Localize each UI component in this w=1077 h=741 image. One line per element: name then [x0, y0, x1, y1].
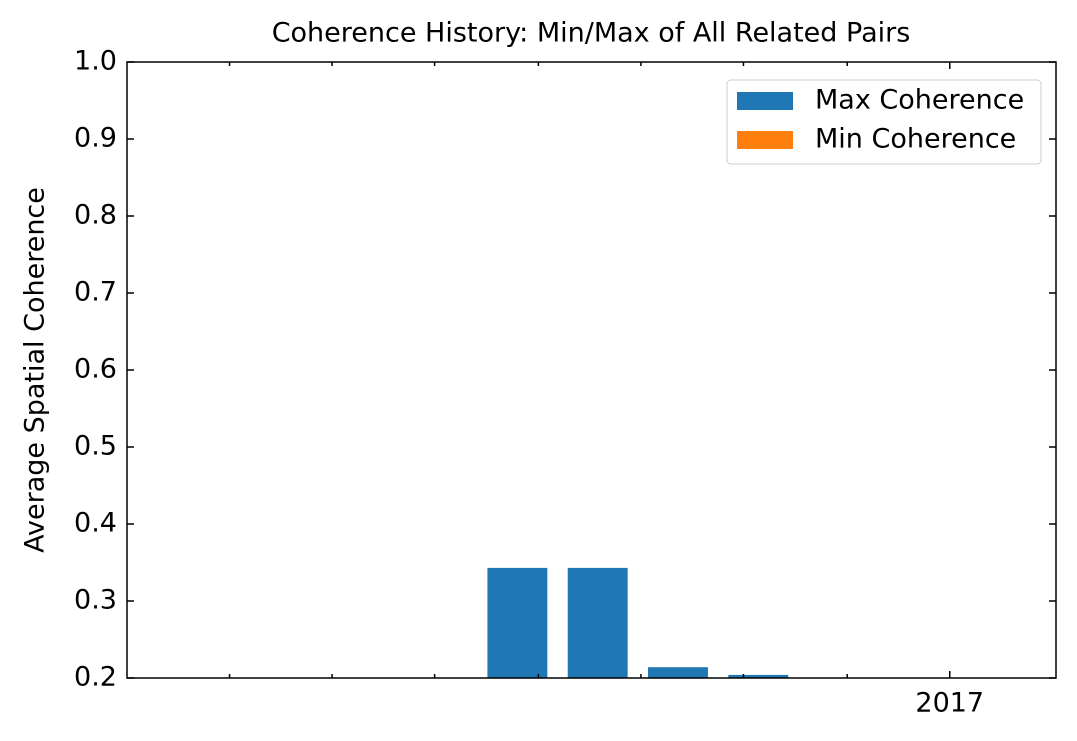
y-axis-label: Average Spatial Coherence — [20, 187, 51, 553]
legend-label: Max Coherence — [815, 85, 1024, 116]
chart-title: Coherence History: Min/Max of All Relate… — [272, 18, 911, 49]
y-tick-label: 0.4 — [74, 508, 117, 539]
y-tick-label: 0.2 — [74, 662, 117, 693]
legend-box — [726, 79, 1042, 165]
y-tick-label: 0.5 — [74, 431, 117, 462]
legend-label: Min Coherence — [815, 124, 1016, 155]
y-tick-label: 0.6 — [74, 354, 117, 385]
bar — [648, 667, 708, 678]
legend-swatch — [737, 92, 793, 110]
legend-swatch — [737, 131, 793, 149]
bar — [487, 567, 548, 678]
y-tick-label: 0.8 — [74, 200, 117, 231]
bar — [567, 567, 628, 678]
y-tick-label: 0.9 — [74, 123, 117, 154]
x-tick-label: 2017 — [915, 688, 984, 719]
y-tick-label: 0.7 — [74, 277, 117, 308]
bar — [728, 674, 789, 678]
plot-frame — [126, 61, 1057, 679]
y-tick-label: 1.0 — [74, 46, 117, 77]
y-tick-label: 0.3 — [74, 585, 117, 616]
